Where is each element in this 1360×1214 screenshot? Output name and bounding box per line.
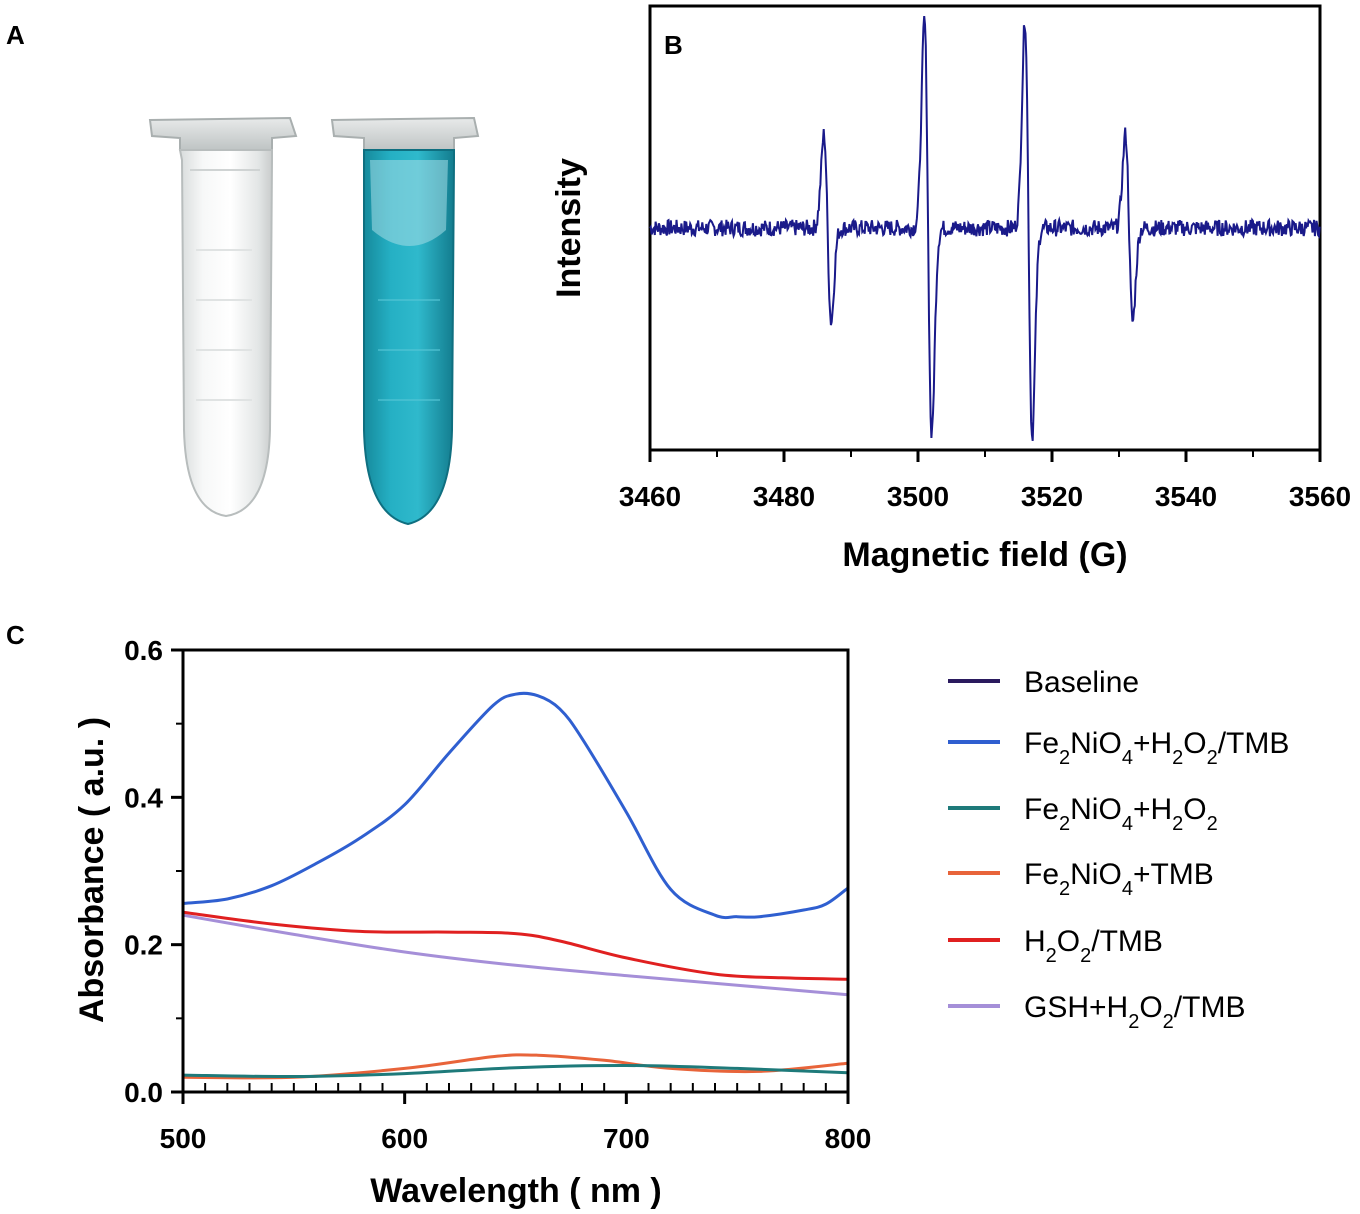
epr-x-tick-label: 3500 [887,481,949,512]
legend-label: H2O2/TMB [1024,925,1163,967]
epr-x-tick-label: 3480 [753,481,815,512]
legend-label: Fe2NiO4+TMB [1024,858,1214,900]
abs-plot-frame [181,648,850,1094]
epr-x-tick-label: 3520 [1021,481,1083,512]
epr-chart: 3460 3480 3500 3520 3540 3560 Magnetic field … [550,4,1351,574]
legend-entry: H2O2/TMB [948,925,1163,967]
abs-x-tick-label: 500 [160,1123,207,1154]
epr-series-line [649,16,1321,442]
tube-photo [148,116,480,526]
abs-series-line [182,1063,849,1079]
abs-x-tick-label: 600 [381,1123,428,1154]
legend-entry: Fe2NiO4+TMB [948,858,1214,900]
abs-x-axis-title: Wavelength ( nm ) [370,1172,662,1210]
epr-y-axis-title: Intensity [550,158,588,298]
epr-x-tick-label: 3460 [619,481,681,512]
legend-label: Fe2NiO4+H2O2 [1024,793,1218,835]
legend-entry: GSH+H2O2/TMB [948,991,1245,1033]
panel-label-b: B [664,30,683,60]
legend-label: Baseline [1024,666,1139,699]
abs-y-tick-label: 0.2 [124,930,163,961]
abs-series-line [182,910,849,981]
epr-x-axis-title: Magnetic field (G) [842,536,1127,574]
clear-tube [148,116,298,518]
epr-x-tick-label: 3560 [1289,481,1351,512]
abs-series-line [182,691,849,920]
abs-y-tick-label: 0.4 [124,782,163,813]
abs-x-tick-label: 800 [825,1123,872,1154]
legend-label: GSH+H2O2/TMB [1024,991,1245,1033]
epr-x-tick-label: 3540 [1155,481,1217,512]
abs-y-axis-title: Absorbance ( a.u. ) [73,717,111,1023]
abs-series-line [182,913,849,997]
legend-label: Fe2NiO4+H2O2/TMB [1024,727,1289,769]
panel-label-a: A [6,20,25,50]
legend-entry: Fe2NiO4+H2O2 [948,793,1218,835]
abs-y-tick-label: 0.0 [124,1077,163,1108]
panel-label-c: C [6,620,25,650]
legend-entry: Baseline [948,666,1139,699]
legend-entry: Fe2NiO4+H2O2/TMB [948,727,1289,769]
abs-x-tick-label: 700 [603,1123,650,1154]
blue-tube [330,116,480,526]
absorbance-chart: 500 600 700 800 0.0 0.2 0.4 0.6 Wavelength ( nm… [73,635,1289,1210]
abs-y-tick-label: 0.6 [124,635,163,666]
